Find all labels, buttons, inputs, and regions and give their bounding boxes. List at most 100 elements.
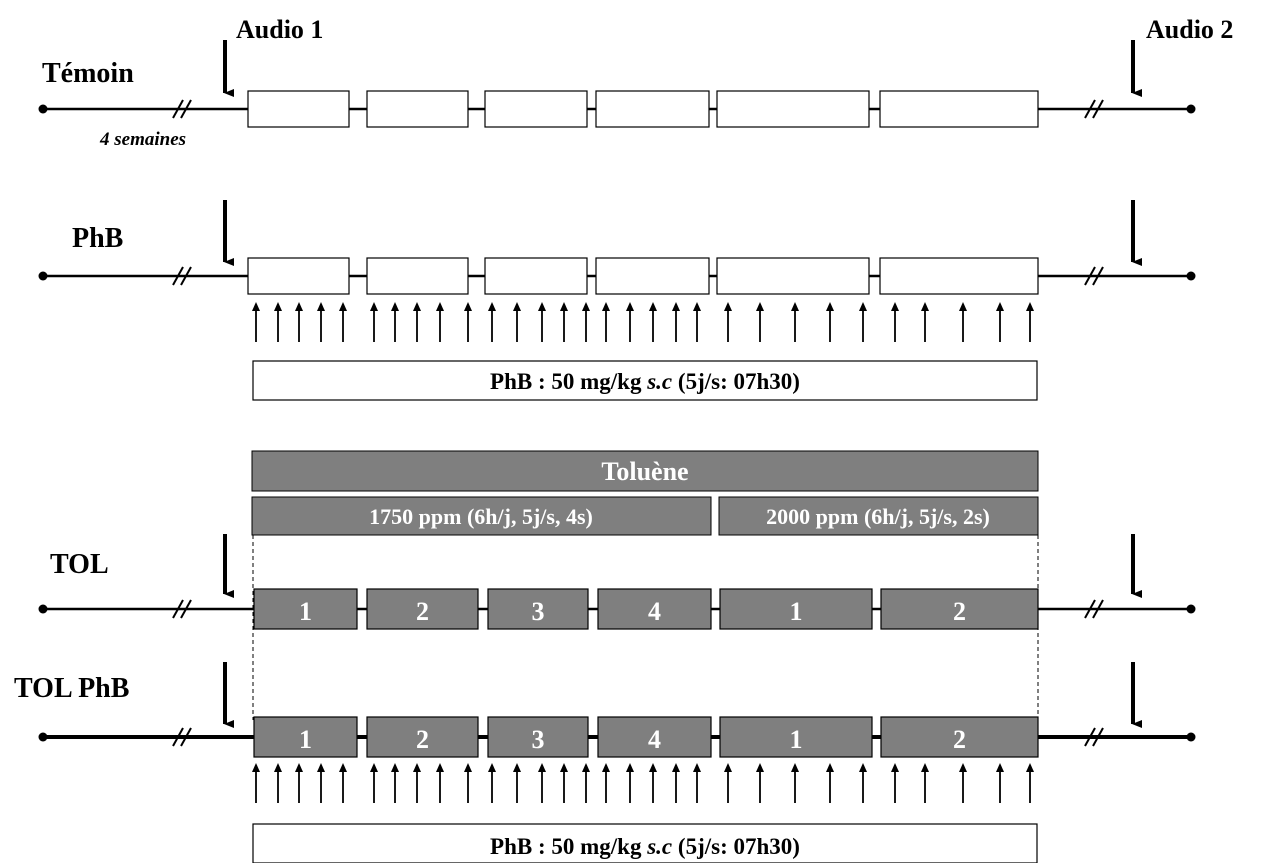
injection-arrow-head: [959, 302, 967, 311]
week-number-label: 1: [299, 597, 312, 626]
toluene-phase2-bar: [718, 496, 1039, 536]
injection-arrow-head: [391, 302, 399, 311]
week-number-label: 2: [416, 725, 429, 754]
injection-arrow-head: [996, 763, 1004, 772]
week-box: [595, 257, 710, 295]
injection-arrow-head: [274, 302, 282, 311]
week-number-label: 1: [790, 597, 803, 626]
injection-arrow-head: [921, 763, 929, 772]
injection-arrow-head: [891, 302, 899, 311]
injection-arrow-head: [672, 302, 680, 311]
injection-arrow-head: [464, 763, 472, 772]
week-box: [366, 90, 469, 128]
group-label-phb: PhB: [72, 223, 123, 254]
injection-arrow-head: [560, 763, 568, 772]
timeline-break-mark: [180, 599, 192, 619]
injection-arrow-head: [791, 763, 799, 772]
injection-arrow-head: [826, 302, 834, 311]
week-box: [879, 90, 1039, 128]
week-box: [484, 90, 588, 128]
injection-arrow-head: [370, 302, 378, 311]
injection-arrow-head: [891, 763, 899, 772]
injection-arrow-head: [513, 763, 521, 772]
injection-arrow-head: [756, 302, 764, 311]
injection-arrow-head: [252, 302, 260, 311]
injection-arrow-head: [370, 763, 378, 772]
timeline-start-dot: [38, 604, 48, 614]
injection-arrow-head: [413, 302, 421, 311]
injection-arrow-head: [724, 763, 732, 772]
group-label-temoin: Témoin: [42, 58, 134, 89]
injection-arrow-head: [626, 302, 634, 311]
timeline-break-mark: [1084, 99, 1096, 119]
injection-arrow-head: [921, 302, 929, 311]
timeline-end-dot: [1186, 271, 1196, 281]
timeline-end-dot: [1186, 604, 1196, 614]
timeline-break-mark: [180, 727, 192, 747]
injection-arrow-head: [538, 302, 546, 311]
injection-arrow-head: [602, 763, 610, 772]
week-number-label: 4: [648, 597, 661, 626]
injection-arrow-head: [602, 302, 610, 311]
timeline-break-mark: [1092, 727, 1104, 747]
week-box: [716, 257, 870, 295]
week-box: [247, 257, 350, 295]
week-box: [366, 257, 469, 295]
duration-note: 4 semaines: [99, 129, 186, 150]
injection-arrow-head: [693, 763, 701, 772]
week-number-label: 1: [299, 725, 312, 754]
week-box: [719, 716, 873, 758]
injection-arrow-head: [339, 763, 347, 772]
week-box: [484, 257, 588, 295]
audio1-label: Audio 1: [236, 15, 323, 44]
timeline-break-mark: [1092, 599, 1104, 619]
toluene-phase2-label: 2000 ppm (6h/j, 5j/s, 2s): [766, 504, 990, 529]
injection-arrow-head: [649, 302, 657, 311]
injection-arrow-head: [513, 302, 521, 311]
week-box: [247, 90, 350, 128]
injection-arrow-head: [560, 302, 568, 311]
timeline-end-dot: [1186, 104, 1196, 114]
audio2-label: Audio 2: [1146, 15, 1233, 44]
injection-arrow-head: [996, 302, 1004, 311]
injection-arrow-head: [295, 302, 303, 311]
week-number-label: 3: [532, 597, 545, 626]
injection-arrow-head: [672, 763, 680, 772]
injection-arrow-head: [339, 302, 347, 311]
week-box: [880, 588, 1039, 630]
phb-bar-text: PhB : 50 mg/kg s.c (5j/s: 07h30): [490, 369, 800, 394]
injection-arrow-head: [693, 302, 701, 311]
timeline-start-dot: [38, 732, 48, 742]
week-box: [595, 90, 710, 128]
injection-arrow-head: [295, 763, 303, 772]
phb-bar-frame: [252, 823, 1038, 863]
timeline-start-dot: [38, 104, 48, 114]
timeline-break-mark: [1084, 266, 1096, 286]
week-box: [253, 716, 358, 758]
injection-arrow-head: [413, 763, 421, 772]
week-number-label: 2: [953, 597, 966, 626]
week-box: [879, 257, 1039, 295]
week-box: [880, 716, 1039, 758]
injection-arrow-head: [826, 763, 834, 772]
injection-arrow-head: [959, 763, 967, 772]
injection-arrow-head: [1026, 302, 1034, 311]
phb-bar-text: PhB : 50 mg/kg s.c (5j/s: 07h30): [490, 834, 800, 859]
week-box: [366, 588, 479, 630]
week-box: [487, 588, 589, 630]
week-number-label: 1: [790, 725, 803, 754]
timeline-break-mark: [1084, 727, 1096, 747]
injection-arrow-head: [582, 302, 590, 311]
injection-arrow-head: [317, 302, 325, 311]
phb-bar-frame: [252, 360, 1038, 401]
timeline-end-dot: [1186, 732, 1196, 742]
week-number-label: 3: [532, 725, 545, 754]
injection-arrow-head: [436, 763, 444, 772]
injection-arrow-head: [649, 763, 657, 772]
injection-arrow-head: [756, 763, 764, 772]
week-box: [253, 588, 358, 630]
timeline-break-mark: [1084, 599, 1096, 619]
timeline-break-mark: [172, 266, 184, 286]
week-number-label: 4: [648, 725, 661, 754]
